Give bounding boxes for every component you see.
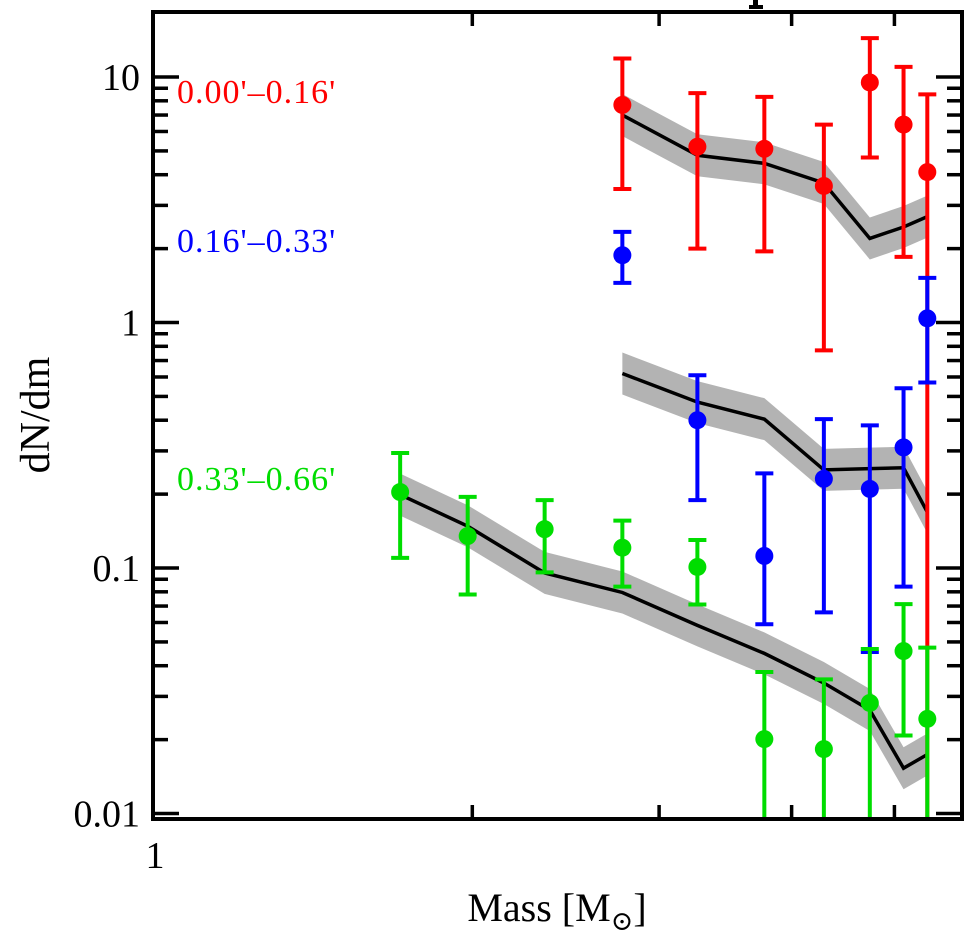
legend-label-annulus-inner: 0.00'–0.16' <box>177 74 337 111</box>
legend-label-annulus-middle: 0.16'–0.33' <box>177 223 337 260</box>
data-point <box>458 527 477 546</box>
x-axis-title: Mass [M⊙] <box>467 884 646 937</box>
data-point <box>613 246 632 265</box>
data-point <box>688 411 707 430</box>
data-point <box>391 483 410 502</box>
data-point <box>860 693 879 712</box>
data-point <box>814 469 833 488</box>
x-axis-title-text: Mass [M <box>467 885 611 930</box>
data-point <box>814 176 833 195</box>
data-point <box>918 709 937 728</box>
data-point <box>688 137 707 156</box>
cropped-title-glyph-base <box>749 5 763 9</box>
y-tick-label: 0.01 <box>74 794 141 836</box>
uncertainty-band <box>622 352 928 534</box>
x-tick-label: 1 <box>146 835 165 877</box>
y-tick-label: 0.1 <box>93 548 141 590</box>
x-axis-title-bracket: ] <box>633 885 647 930</box>
data-point <box>755 139 774 158</box>
data-point <box>918 309 937 328</box>
cropped-title-glyph-stem <box>753 0 758 6</box>
data-point <box>755 546 774 565</box>
data-point <box>894 642 913 661</box>
data-point <box>918 163 937 182</box>
data-point <box>860 73 879 92</box>
data-point <box>535 520 554 539</box>
data-point <box>613 95 632 114</box>
model-line <box>399 493 929 771</box>
data-point <box>688 557 707 576</box>
y-tick-label: 10 <box>102 57 140 99</box>
data-point <box>894 115 913 134</box>
data-layer <box>391 36 937 819</box>
data-point <box>894 438 913 457</box>
sun-symbol: ⊙ <box>610 906 634 936</box>
data-point <box>860 479 879 498</box>
uncertainty-band <box>400 473 928 790</box>
legend-label-annulus-outer: 0.33'–0.66' <box>177 461 337 498</box>
data-point <box>613 538 632 557</box>
data-point <box>814 740 833 759</box>
plot-frame <box>151 10 964 821</box>
y-axis-title: dN/dm <box>13 356 59 474</box>
y-tick-label: 1 <box>121 303 140 345</box>
data-point <box>755 730 774 749</box>
